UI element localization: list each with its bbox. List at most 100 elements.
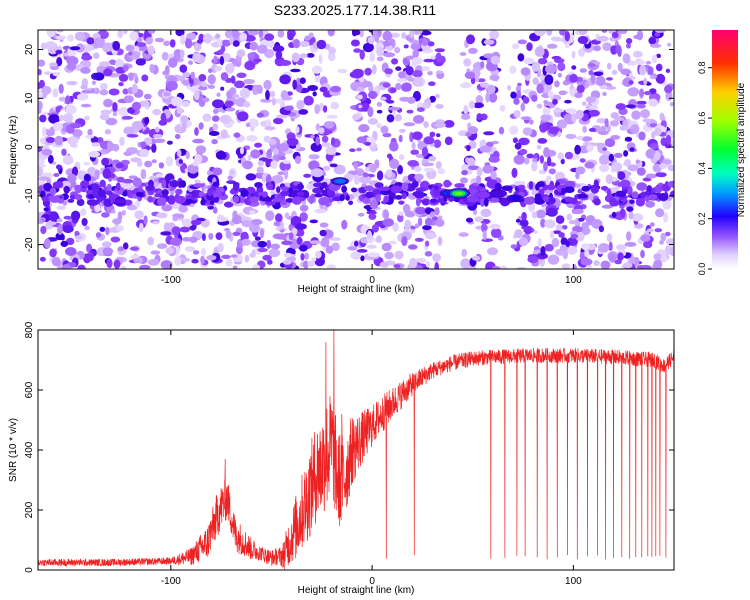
heatmap-band-cell (636, 182, 648, 191)
heatmap-cell (557, 72, 563, 78)
heatmap-cell (207, 74, 216, 85)
heatmap-cell (654, 228, 663, 233)
heatmap-cell (567, 246, 578, 255)
heatmap-cell (95, 232, 102, 238)
heatmap-cell (358, 104, 363, 109)
heatmap-cell (126, 134, 139, 138)
heatmap-cell (41, 85, 52, 95)
heatmap-cell (636, 265, 645, 269)
heatmap-band-cell (600, 185, 609, 191)
heatmap-cell (266, 148, 272, 159)
heatmap-band-cell (415, 197, 421, 207)
heatmap-cell (642, 118, 651, 123)
heatmap-cell (103, 68, 113, 77)
heatmap-band-cell (401, 192, 407, 200)
heatmap-band-cell (280, 190, 290, 197)
heatmap-cell (555, 38, 564, 42)
heatmap-cell (134, 76, 139, 84)
colorbar-tick-label: 0.0 (697, 263, 707, 276)
heatmap-cell (566, 213, 573, 221)
heatmap-cell (461, 248, 468, 258)
heatmap-cell (611, 211, 617, 218)
heatmap-cell (544, 74, 554, 85)
heatmap-band-cell (106, 183, 112, 193)
heatmap-band-cell (474, 185, 484, 190)
heatmap-cell (625, 104, 636, 109)
heatmap-cell (179, 64, 188, 73)
heatmap-band-cell (383, 195, 390, 203)
heatmap-cell (99, 226, 106, 232)
heatmap-cell (311, 65, 323, 74)
heatmap-cell (249, 41, 259, 51)
heatmap-cell (149, 63, 155, 73)
heatmap-cell (347, 246, 358, 251)
heatmap-cell (247, 30, 260, 36)
heatmap-band-cell (175, 195, 186, 204)
heatmap-cell (379, 261, 389, 268)
heatmap-cell (664, 245, 671, 256)
heatmap-cell (80, 103, 92, 108)
heatmap-cell (250, 125, 255, 132)
heatmap-cell (284, 212, 290, 219)
heatmap-cell (619, 125, 628, 131)
heatmap-cell (384, 68, 394, 75)
heatmap-cell (643, 77, 648, 86)
heatmap-cell (636, 100, 647, 105)
heatmap-band-cell (545, 184, 557, 191)
bottom-y-axis-label: SNR (10 * v/v) (8, 418, 19, 482)
heatmap-cell (434, 93, 440, 99)
heatmap-cell (565, 42, 570, 49)
heatmap-cell (648, 37, 657, 45)
heatmap-cell (190, 71, 195, 80)
heatmap-cell (498, 265, 508, 269)
heatmap-cell (195, 145, 207, 154)
heatmap-cell (467, 157, 476, 168)
heatmap-cell (588, 70, 594, 76)
heatmap-cell (622, 53, 631, 64)
heatmap-cell (482, 230, 487, 241)
heatmap-cell (354, 168, 365, 177)
heatmap-cell (214, 65, 223, 72)
heatmap-band-cell (528, 181, 534, 190)
heatmap-band-cell (280, 200, 287, 206)
heatmap-cell (260, 98, 272, 103)
heatmap-cell (414, 223, 420, 229)
heatmap-cell (38, 59, 46, 67)
heatmap-cell (315, 136, 321, 146)
heatmap-cell (596, 118, 607, 124)
heatmap-cell (273, 152, 281, 163)
heatmap-cell (325, 146, 337, 155)
heatmap-cell (75, 43, 85, 53)
heatmap-cell (262, 254, 272, 261)
heatmap-cell (434, 207, 440, 216)
heatmap-cell (413, 166, 422, 172)
heatmap-band-cell (232, 183, 240, 191)
heatmap-cell (522, 96, 530, 104)
heatmap-cell (492, 266, 500, 269)
heatmap-cell (570, 113, 577, 123)
heatmap-cell (627, 87, 640, 97)
heatmap-band-cell (212, 181, 220, 187)
heatmap-cell (472, 102, 484, 109)
heatmap-cell (476, 167, 483, 177)
heatmap-cell (291, 52, 300, 63)
heatmap-cell (111, 209, 116, 214)
heatmap-cell (318, 102, 324, 112)
heatmap-band-cell (667, 180, 674, 188)
heatmap-cell (552, 98, 558, 105)
heatmap-cell (44, 41, 57, 50)
heatmap-band-cell (321, 181, 328, 189)
heatmap-cell (518, 237, 529, 247)
heatmap-cell (112, 102, 118, 112)
heatmap-cell (107, 140, 114, 152)
heatmap-cell (284, 105, 294, 111)
heatmap-cell (212, 167, 223, 176)
heatmap-cell (93, 72, 105, 81)
heatmap-cell (65, 95, 71, 105)
heatmap-cell (41, 148, 53, 156)
heatmap-cell (580, 258, 593, 266)
heatmap-cell (61, 180, 71, 189)
heatmap-cell (432, 253, 441, 262)
heatmap-cell (271, 174, 284, 184)
heatmap-cell (415, 206, 427, 215)
